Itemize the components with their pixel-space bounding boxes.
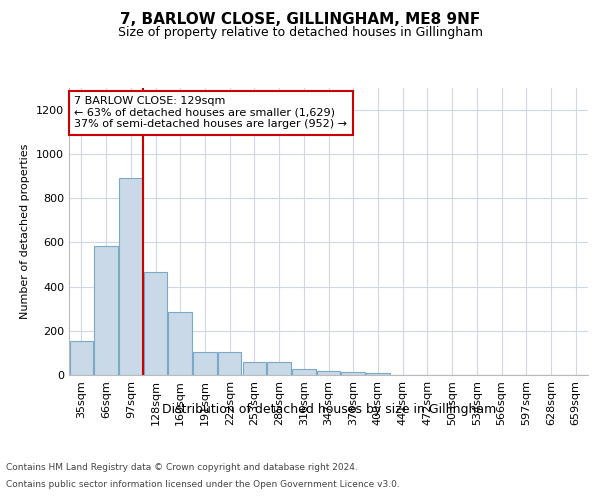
Bar	[70, 340, 93, 375]
Text: Distribution of detached houses by size in Gillingham: Distribution of detached houses by size …	[161, 402, 496, 415]
Bar	[242, 362, 266, 375]
Bar	[193, 352, 217, 375]
Bar	[218, 352, 241, 375]
Bar	[317, 371, 340, 375]
Bar	[292, 370, 316, 375]
Text: Contains public sector information licensed under the Open Government Licence v3: Contains public sector information licen…	[6, 480, 400, 489]
Bar	[94, 246, 118, 375]
Text: Contains HM Land Registry data © Crown copyright and database right 2024.: Contains HM Land Registry data © Crown c…	[6, 462, 358, 471]
Bar	[268, 362, 291, 375]
Bar	[366, 373, 389, 375]
Text: 7, BARLOW CLOSE, GILLINGHAM, ME8 9NF: 7, BARLOW CLOSE, GILLINGHAM, ME8 9NF	[120, 12, 480, 28]
Bar	[119, 178, 143, 375]
Text: Size of property relative to detached houses in Gillingham: Size of property relative to detached ho…	[118, 26, 482, 39]
Bar	[341, 372, 365, 375]
Text: 7 BARLOW CLOSE: 129sqm
← 63% of detached houses are smaller (1,629)
37% of semi-: 7 BARLOW CLOSE: 129sqm ← 63% of detached…	[74, 96, 347, 130]
Y-axis label: Number of detached properties: Number of detached properties	[20, 144, 31, 319]
Bar	[144, 272, 167, 375]
Bar	[169, 312, 192, 375]
